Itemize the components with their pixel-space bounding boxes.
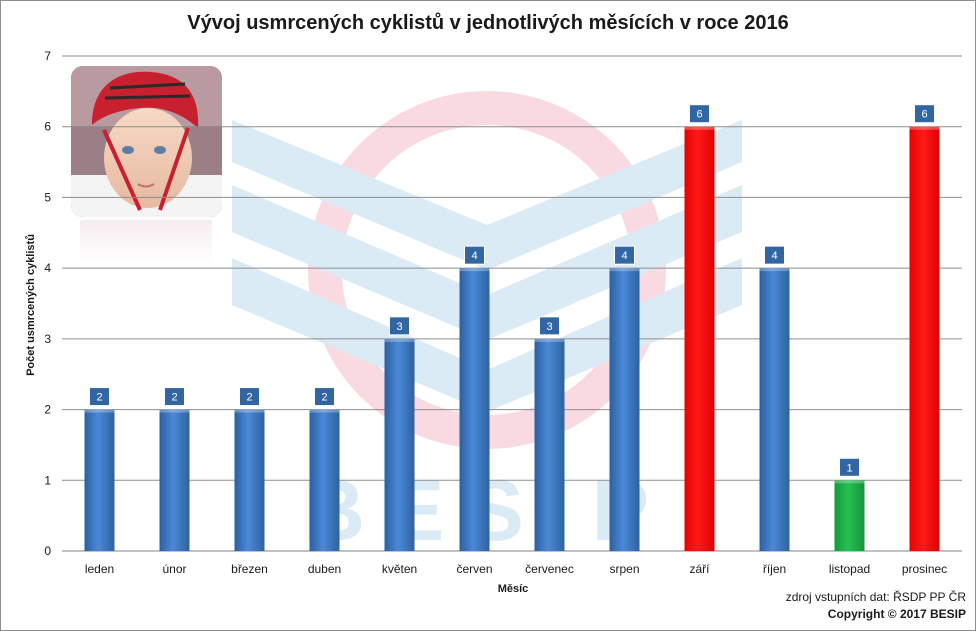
x-tick-label: srpen	[609, 562, 639, 576]
x-tick-label: leden	[85, 562, 114, 576]
bar-top-highlight	[609, 268, 640, 272]
bar-srpen	[609, 268, 640, 551]
data-label: 2	[171, 392, 177, 404]
bars: 2 2 2 2 3 4 3 4 6 4 1 6	[84, 104, 940, 551]
data-label-box	[89, 387, 110, 407]
copyright-note: Copyright © 2017 BESIP	[827, 607, 966, 621]
data-label: 6	[921, 109, 927, 121]
data-label-box	[689, 104, 710, 124]
x-tick-label: duben	[308, 562, 341, 576]
bar-top-highlight	[159, 409, 190, 413]
child-with-helmet-photo	[71, 66, 222, 266]
bar-top-highlight	[909, 126, 940, 130]
bar-duben	[309, 409, 340, 551]
data-label-box	[314, 387, 335, 407]
y-tick-label: 2	[44, 403, 51, 417]
bar-červen	[459, 268, 490, 551]
y-tick-label: 4	[44, 261, 51, 275]
x-tick-label: květen	[382, 562, 417, 576]
bar-listopad	[834, 480, 865, 551]
y-tick-label: 1	[44, 473, 51, 487]
data-label: 4	[471, 250, 477, 262]
y-tick-label: 6	[44, 120, 51, 134]
x-tick-label: prosinec	[902, 562, 947, 576]
x-tick-label: říjen	[763, 562, 786, 576]
x-tick-label: listopad	[829, 562, 870, 576]
bar-top-highlight	[234, 409, 265, 413]
bar-říjen	[759, 268, 790, 551]
bar-březen	[234, 409, 265, 551]
data-label-box	[614, 245, 635, 265]
x-tick-label: únor	[162, 562, 186, 576]
bar-top-highlight	[309, 409, 340, 413]
data-label-box	[914, 104, 935, 124]
y-tick-label: 7	[44, 49, 51, 63]
gridlines	[62, 55, 962, 481]
data-label-box	[464, 245, 485, 265]
y-axis-ticks: 0 1 2 3 4 5 6 7	[44, 49, 51, 558]
data-label: 3	[396, 321, 402, 333]
bar-top-highlight	[834, 480, 865, 484]
data-label: 3	[546, 321, 552, 333]
watermark-chevron-top	[232, 120, 742, 270]
x-tick-label: červenec	[525, 562, 574, 576]
y-tick-label: 0	[44, 544, 51, 558]
data-label: 4	[621, 250, 627, 262]
bar-top-highlight	[84, 409, 115, 413]
data-label-box	[539, 316, 560, 336]
bar-top-highlight	[534, 338, 565, 342]
data-label: 4	[771, 250, 777, 262]
bar-únor	[159, 409, 190, 551]
data-label-box	[164, 387, 185, 407]
x-tick-label: červen	[456, 562, 492, 576]
bar-top-highlight	[384, 338, 415, 342]
x-tick-label: září	[689, 562, 710, 576]
bar-září	[684, 126, 715, 551]
y-tick-label: 3	[44, 332, 51, 346]
data-label: 1	[846, 462, 852, 474]
x-axis-label: Měsíc	[497, 583, 529, 595]
bar-leden	[84, 409, 115, 551]
data-label-box	[389, 316, 410, 336]
data-label: 6	[696, 109, 702, 121]
bar-top-highlight	[759, 268, 790, 272]
chart-title: Vývoj usmrcených cyklistů v jednotlivých…	[187, 12, 789, 34]
x-tick-label: březen	[231, 562, 268, 576]
data-label: 2	[96, 392, 102, 404]
source-note: zdroj vstupních dat: ŘSDP PP ČR	[785, 590, 966, 604]
bar-top-highlight	[459, 268, 490, 272]
data-label-box	[764, 245, 785, 265]
bar-červenec	[534, 338, 565, 551]
data-label: 2	[321, 392, 327, 404]
data-label-box	[839, 457, 860, 477]
x-axis-ticks: leden únor březen duben květen červen červenec…	[85, 562, 947, 576]
bar-květen	[384, 338, 415, 551]
data-label: 2	[246, 392, 252, 404]
bar-top-highlight	[684, 126, 715, 130]
y-tick-label: 5	[44, 190, 51, 204]
bar-prosinec	[909, 126, 940, 551]
data-label-box	[239, 387, 260, 407]
